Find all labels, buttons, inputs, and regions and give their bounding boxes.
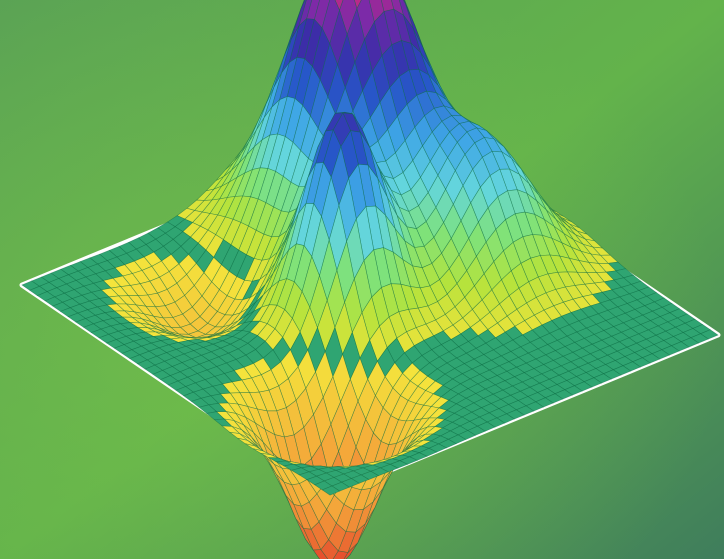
surface-patches xyxy=(21,0,719,559)
surface-patch xyxy=(321,485,341,496)
